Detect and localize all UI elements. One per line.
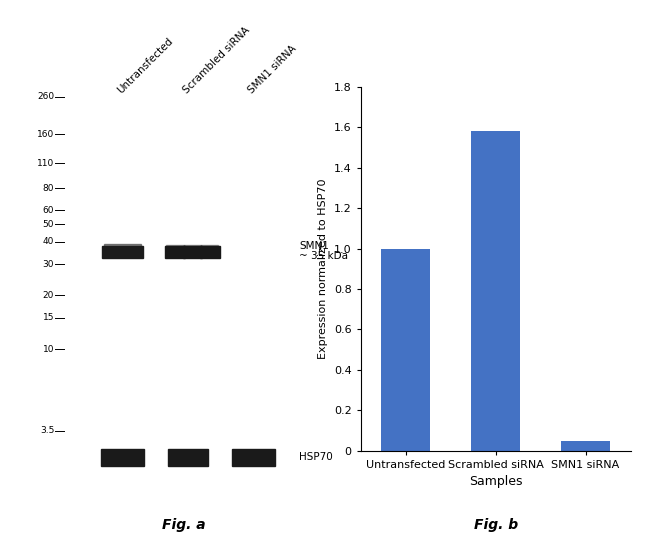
Text: 110: 110 [37, 159, 54, 168]
Text: SMN1: SMN1 [299, 241, 329, 250]
Text: Scrambled siRNA: Scrambled siRNA [181, 24, 252, 95]
Text: Untransfected: Untransfected [116, 35, 175, 95]
Bar [561, 440, 610, 451]
Bar [200, 247, 220, 258]
Bar [102, 246, 144, 258]
Bar [201, 245, 218, 248]
Bar [168, 449, 207, 466]
Text: 10: 10 [43, 345, 54, 353]
X-axis label: Samples: Samples [469, 475, 523, 488]
Bar [471, 131, 521, 451]
Text: 40: 40 [43, 237, 54, 247]
Bar [231, 449, 275, 466]
Text: 20: 20 [43, 291, 54, 300]
Bar [101, 449, 144, 466]
Bar [183, 245, 201, 248]
Bar [183, 247, 202, 258]
Text: 30: 30 [43, 260, 54, 269]
Bar [166, 245, 183, 248]
Text: 260: 260 [37, 92, 54, 101]
Text: 80: 80 [43, 184, 54, 193]
Bar [165, 247, 185, 258]
Text: 15: 15 [43, 313, 54, 323]
Text: 160: 160 [37, 130, 54, 139]
Text: Fig. b: Fig. b [474, 519, 517, 533]
Text: HSP70: HSP70 [299, 452, 333, 463]
Text: 50: 50 [43, 220, 54, 229]
Bar [104, 244, 141, 248]
Text: 60: 60 [43, 206, 54, 215]
Bar [381, 249, 430, 451]
Text: SMN1 siRNA: SMN1 siRNA [246, 43, 298, 95]
Y-axis label: Expression normalized to HSP70: Expression normalized to HSP70 [318, 179, 328, 359]
Text: ~ 35 kDa: ~ 35 kDa [299, 251, 348, 261]
Text: 3.5: 3.5 [40, 426, 54, 435]
Text: Fig. a: Fig. a [162, 519, 205, 533]
